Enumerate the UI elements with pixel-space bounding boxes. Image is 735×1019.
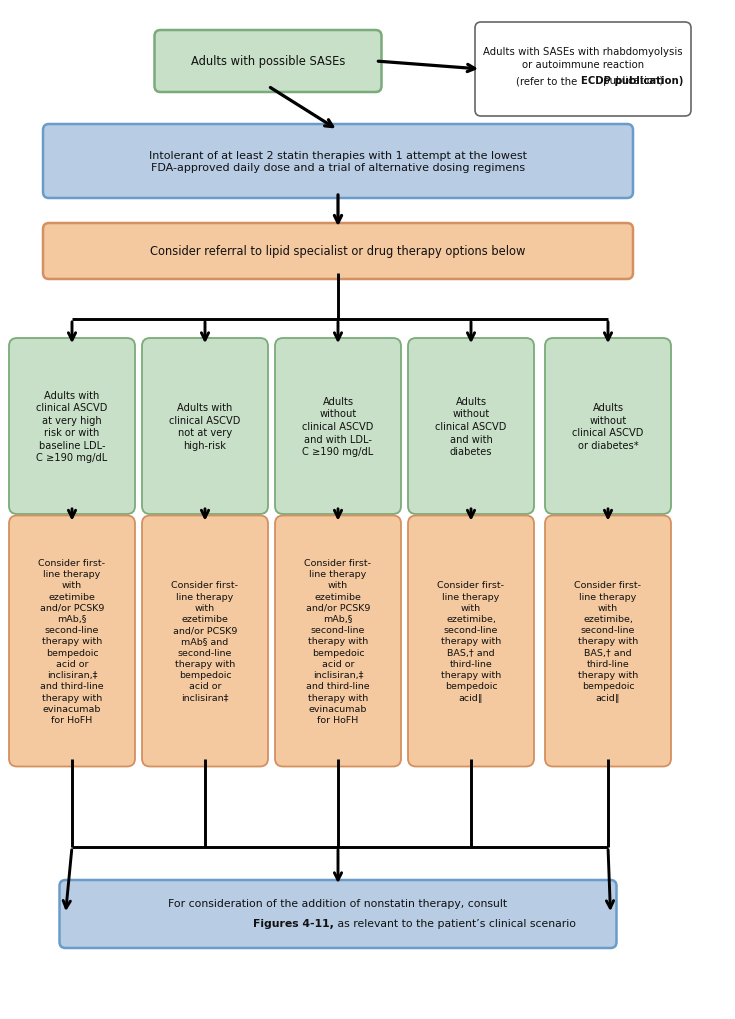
Text: Consider referral to lipid specialist or drug therapy options below: Consider referral to lipid specialist or…: [151, 246, 526, 258]
Text: Figures 4-11,: Figures 4-11,: [253, 918, 334, 928]
FancyBboxPatch shape: [142, 338, 268, 515]
FancyBboxPatch shape: [475, 23, 691, 117]
Text: publication): publication): [600, 76, 664, 86]
FancyBboxPatch shape: [43, 125, 633, 199]
Text: Adults
without
clinical ASCVD
or diabetes*: Adults without clinical ASCVD or diabete…: [573, 403, 644, 450]
FancyBboxPatch shape: [43, 224, 633, 280]
FancyBboxPatch shape: [545, 338, 671, 515]
FancyBboxPatch shape: [9, 338, 135, 515]
FancyBboxPatch shape: [408, 516, 534, 766]
Text: or autoimmune reaction: or autoimmune reaction: [522, 60, 644, 70]
Text: ECDP publication): ECDP publication): [581, 76, 684, 86]
Text: as relevant to the patient’s clinical scenario: as relevant to the patient’s clinical sc…: [334, 918, 576, 928]
FancyBboxPatch shape: [154, 31, 381, 93]
Text: For consideration of the addition of nonstatin therapy, consult: For consideration of the addition of non…: [168, 898, 508, 908]
Text: Consider first-
line therapy
with
ezetimibe
and/or PCSK9
mAb,§
second-line
thera: Consider first- line therapy with ezetim…: [304, 558, 371, 725]
Text: Adults
without
clinical ASCVD
and with
diabetes: Adults without clinical ASCVD and with d…: [435, 396, 506, 457]
Text: Adults
without
clinical ASCVD
and with LDL-
C ≥190 mg/dL: Adults without clinical ASCVD and with L…: [302, 396, 373, 457]
Text: Adults with
clinical ASCVD
at very high
risk or with
baseline LDL-
C ≥190 mg/dL: Adults with clinical ASCVD at very high …: [36, 390, 108, 463]
Text: (refer to the: (refer to the: [517, 76, 581, 86]
Text: Adults with
clinical ASCVD
not at very
high-risk: Adults with clinical ASCVD not at very h…: [169, 403, 240, 450]
FancyBboxPatch shape: [142, 516, 268, 766]
FancyBboxPatch shape: [408, 338, 534, 515]
Text: Intolerant of at least 2 statin therapies with 1 attempt at the lowest
FDA-appro: Intolerant of at least 2 statin therapie…: [149, 151, 527, 173]
Text: Consider first-
line therapy
with
ezetimibe
and/or PCSK9
mAb§ and
second-line
th: Consider first- line therapy with ezetim…: [171, 581, 238, 702]
Text: Consider first-
line therapy
with
ezetimibe
and/or PCSK9
mAb,§
second-line
thera: Consider first- line therapy with ezetim…: [38, 558, 106, 725]
FancyBboxPatch shape: [545, 516, 671, 766]
Text: Adults with SASEs with rhabdomyolysis: Adults with SASEs with rhabdomyolysis: [483, 47, 683, 57]
FancyBboxPatch shape: [9, 516, 135, 766]
FancyBboxPatch shape: [60, 880, 617, 948]
Text: Adults with possible SASEs: Adults with possible SASEs: [191, 55, 345, 68]
FancyBboxPatch shape: [275, 516, 401, 766]
Text: Consider first-
line therapy
with
ezetimibe,
second-line
therapy with
BAS,† and
: Consider first- line therapy with ezetim…: [437, 581, 504, 702]
Text: Consider first-
line therapy
with
ezetimibe,
second-line
therapy with
BAS,† and
: Consider first- line therapy with ezetim…: [575, 581, 642, 702]
FancyBboxPatch shape: [275, 338, 401, 515]
